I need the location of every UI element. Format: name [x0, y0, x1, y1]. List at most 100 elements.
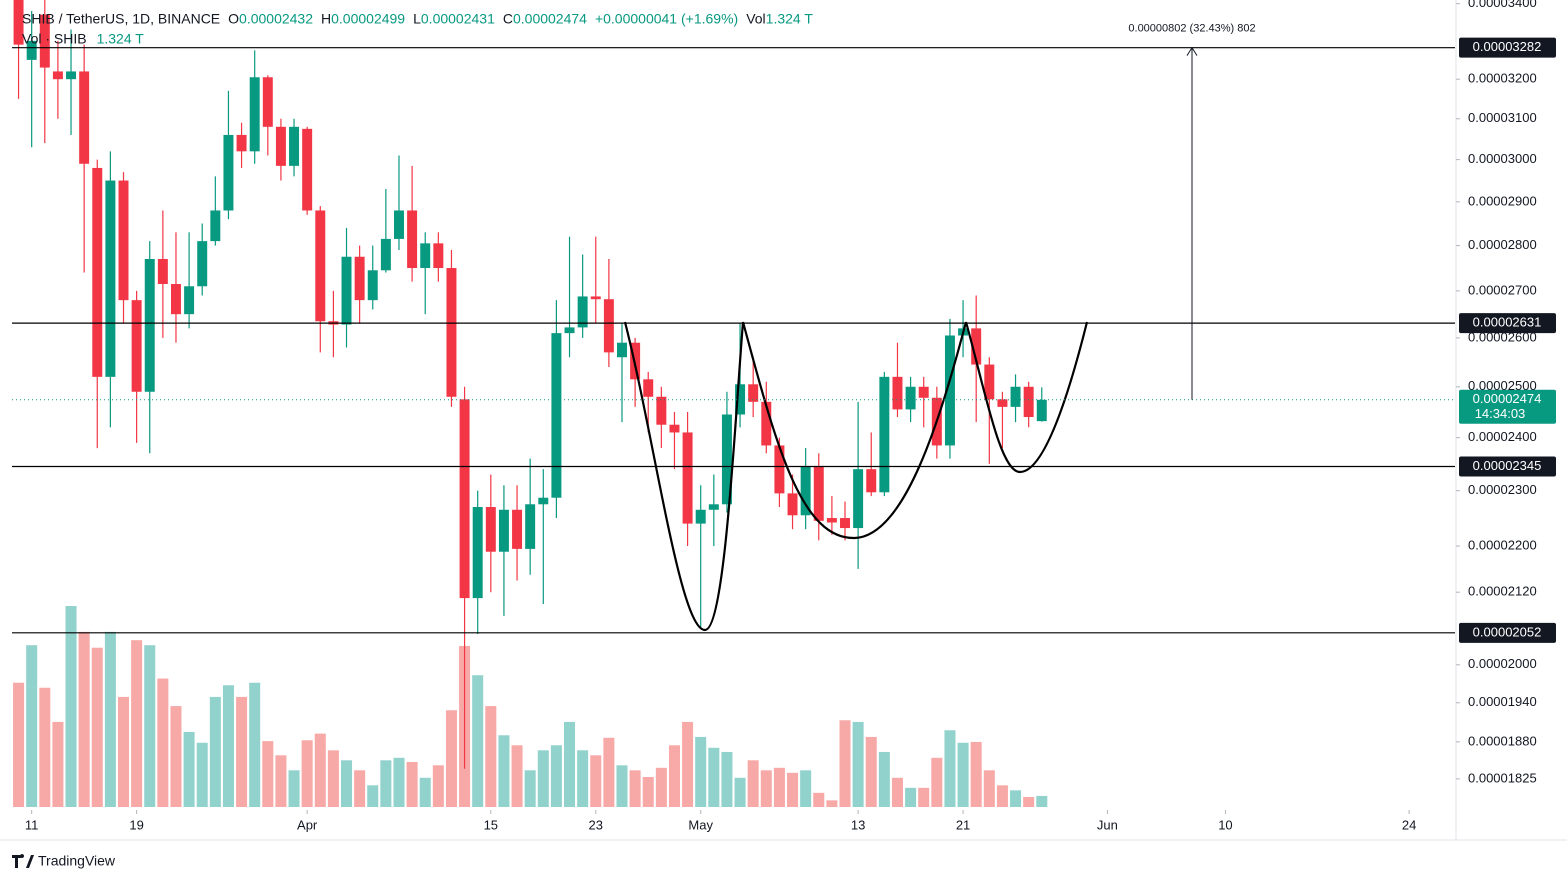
volume-bar [996, 785, 1008, 807]
candle-body [79, 71, 90, 164]
volume-bar [931, 757, 943, 807]
volume-bar [682, 721, 694, 807]
candle-body [223, 134, 234, 211]
brand-name: TradingView [38, 853, 116, 869]
volume-bar [760, 770, 772, 807]
candle-body [813, 466, 824, 521]
volume-bar [944, 730, 956, 807]
volume-bar [642, 776, 654, 807]
legend-value: 0.00002431 [421, 11, 495, 27]
x-tick-label: 21 [956, 817, 970, 832]
volume-bar [957, 742, 969, 807]
volume-bar [668, 745, 680, 807]
x-tick-label: 10 [1218, 817, 1232, 832]
volume-bar [341, 760, 353, 807]
y-tick-label: 0.00002500 [1468, 378, 1537, 393]
candle-body [1023, 386, 1034, 418]
volume-bar [52, 721, 64, 807]
candle-body [420, 243, 431, 269]
volume-bar [537, 750, 549, 807]
cup-and-handle [623, 321, 1089, 632]
volume-bar [393, 757, 405, 807]
volume-bar [603, 737, 615, 807]
candle-body [971, 328, 982, 365]
volume-bar [708, 747, 720, 807]
candle-body [105, 180, 116, 377]
candle-body [826, 518, 837, 523]
volume-bar [13, 682, 25, 807]
level-label: 0.00003282 [1473, 39, 1542, 54]
candle-body [302, 128, 313, 211]
candle-body [879, 376, 890, 493]
handle-curve [964, 321, 1089, 474]
chart-title: SHIB / TetherUS, 1D, BINANCE [22, 11, 220, 27]
candle-body [498, 509, 509, 552]
candle-body [289, 126, 300, 166]
measure-arrowhead [1186, 46, 1198, 56]
volume-bar [1023, 796, 1035, 807]
legend-value: 0.00002474 [513, 11, 587, 27]
volume-bar [787, 772, 799, 807]
volume-bar [747, 760, 759, 807]
candle-body [26, 40, 37, 60]
level-label: 0.00002345 [1473, 458, 1542, 473]
volume-bar [117, 696, 130, 807]
volume-bar [773, 767, 785, 807]
brand: TradingView [12, 853, 116, 869]
volume-bar [655, 767, 667, 807]
y-tick-label: 0.00003000 [1468, 151, 1537, 166]
y-tick-label: 0.00003100 [1468, 110, 1537, 125]
cup-curve [623, 321, 745, 632]
volume-bar [472, 675, 484, 807]
level-label-box [1459, 456, 1556, 477]
candle-body [118, 180, 129, 301]
y-tick-label: 0.00001880 [1468, 733, 1537, 748]
volume-bar [1010, 790, 1022, 807]
volume-bar [104, 631, 116, 807]
candle-body [236, 134, 247, 152]
volume-bar [196, 742, 208, 807]
volume-bar [432, 765, 444, 807]
volume-bar [65, 606, 77, 807]
candle-body [446, 268, 457, 397]
candle-body [997, 399, 1008, 407]
candle-body [787, 493, 798, 516]
x-tick-label: May [688, 817, 713, 832]
volume-bar [734, 777, 746, 807]
level-label-box [1459, 622, 1556, 643]
candle-body [590, 296, 601, 300]
volume-bar [39, 687, 51, 807]
volume-bar [26, 645, 38, 807]
volume-bar [419, 777, 431, 807]
candle-body [131, 300, 142, 392]
candle-body [512, 509, 523, 549]
candle-body [918, 386, 929, 398]
last-price-box [1459, 389, 1556, 424]
volume-bar [262, 741, 274, 807]
volume-bar [905, 787, 917, 807]
candle-body [13, 0, 24, 45]
candle-body [748, 384, 759, 402]
candle-body [944, 335, 955, 446]
legend-value: 0.00002432 [239, 11, 313, 27]
y-tick-label: 0.00001940 [1468, 694, 1537, 709]
legend-change: +0.00000041 (+1.69%) [595, 11, 738, 27]
candle-body [341, 256, 352, 325]
volume-bar [314, 733, 326, 807]
candle-body [367, 270, 378, 301]
legend-key: O [228, 11, 239, 27]
level-label: 0.00002631 [1473, 315, 1542, 330]
measure-label: 0.00000802 (32.43%) 802 [1128, 23, 1255, 35]
legend-key: Vol [746, 11, 765, 27]
volume-bar [577, 750, 589, 807]
candle-body [840, 518, 850, 529]
level-label: 0.00002052 [1473, 624, 1542, 639]
candle-body [210, 210, 221, 242]
volume-bar [354, 770, 366, 807]
volume-bar [839, 720, 851, 807]
volume-bar [367, 785, 379, 807]
candle-body [1036, 399, 1047, 422]
volume-bar [498, 735, 510, 807]
